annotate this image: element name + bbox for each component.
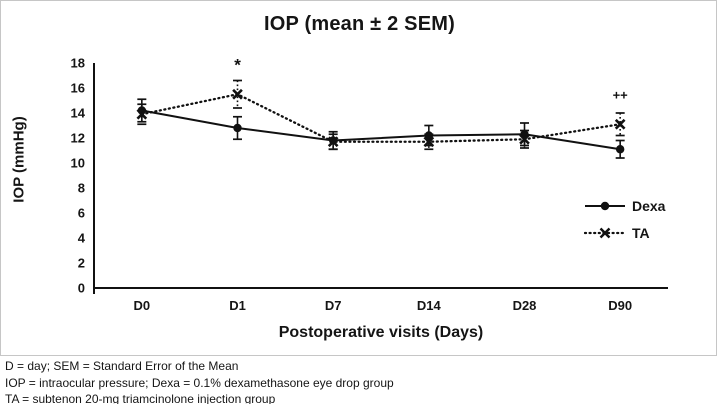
marker-x-ta bbox=[232, 88, 243, 100]
marker-x-ta bbox=[614, 118, 626, 130]
series-line-ta bbox=[140, 93, 622, 143]
annotation: * bbox=[234, 56, 241, 75]
marker-x-ta bbox=[136, 108, 148, 120]
chart-title: IOP (mean ± 2 SEM) bbox=[264, 13, 455, 35]
legend-label-ta: TA bbox=[632, 225, 650, 241]
x-tick-label: D7 bbox=[325, 298, 342, 313]
y-tick-label: 6 bbox=[78, 206, 85, 221]
legend-item-dexa: Dexa bbox=[584, 197, 665, 215]
marker-circle-dexa bbox=[233, 123, 242, 133]
y-tick-label: 2 bbox=[78, 256, 85, 271]
marker-circle-dexa bbox=[615, 145, 625, 154]
annotation: ++ bbox=[613, 87, 629, 102]
y-tick-label: 14 bbox=[71, 106, 86, 121]
footnote-line: TA = subtenon 20-mg triamcinolone inject… bbox=[5, 392, 276, 404]
x-tick-label: D1 bbox=[229, 298, 246, 313]
ta-line-sample-icon bbox=[584, 227, 626, 239]
series-line-dexa bbox=[141, 109, 621, 151]
y-tick-label: 10 bbox=[71, 156, 85, 171]
legend: Dexa TA bbox=[584, 197, 665, 242]
y-tick-label: 0 bbox=[78, 281, 85, 296]
x-tick-label: D0 bbox=[134, 298, 151, 313]
legend-label-dexa: Dexa bbox=[632, 198, 666, 214]
x-tick-label: D28 bbox=[513, 298, 537, 313]
footnotes: D = day; SEM = Standard Error of the Mea… bbox=[5, 358, 712, 404]
marker-x-ta bbox=[327, 136, 339, 148]
y-tick-label: 18 bbox=[71, 56, 85, 71]
chart-area: IOP (mean ± 2 SEM) IOP (mmHg) Postoperat… bbox=[0, 0, 717, 356]
x-axis-title: Postoperative visits (Days) bbox=[278, 324, 484, 341]
y-tick-label: 4 bbox=[78, 231, 86, 246]
marker-x-ta bbox=[519, 133, 530, 145]
footnote-line: IOP = intraocular pressure; Dexa = 0.1% … bbox=[5, 375, 394, 390]
y-tick-label: 8 bbox=[78, 181, 85, 196]
plot-canvas: 0 2 4 6 8 10 12 14 16 18 D0 D1 D7 D14 D28 D90 * ++ bbox=[71, 56, 668, 313]
legend-item-ta: TA bbox=[584, 224, 665, 242]
footnote-line: D = day; SEM = Standard Error of the Mea… bbox=[5, 359, 239, 373]
x-tick-label: D14 bbox=[417, 298, 442, 313]
dexa-line-sample-icon bbox=[585, 201, 625, 211]
marker-x-ta bbox=[423, 136, 435, 148]
y-tick-label: 16 bbox=[71, 81, 85, 96]
x-tick-label: D90 bbox=[608, 298, 632, 313]
y-tick-label: 12 bbox=[71, 131, 85, 146]
